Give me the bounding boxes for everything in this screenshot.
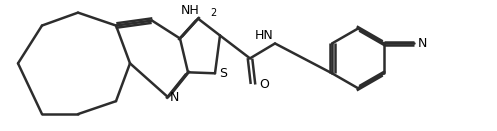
Text: N: N [418, 37, 427, 50]
Text: 2: 2 [210, 8, 216, 18]
Text: N: N [170, 91, 179, 104]
Text: O: O [259, 78, 269, 91]
Text: HN: HN [254, 29, 273, 42]
Text: NH: NH [181, 4, 200, 17]
Text: S: S [219, 67, 227, 80]
